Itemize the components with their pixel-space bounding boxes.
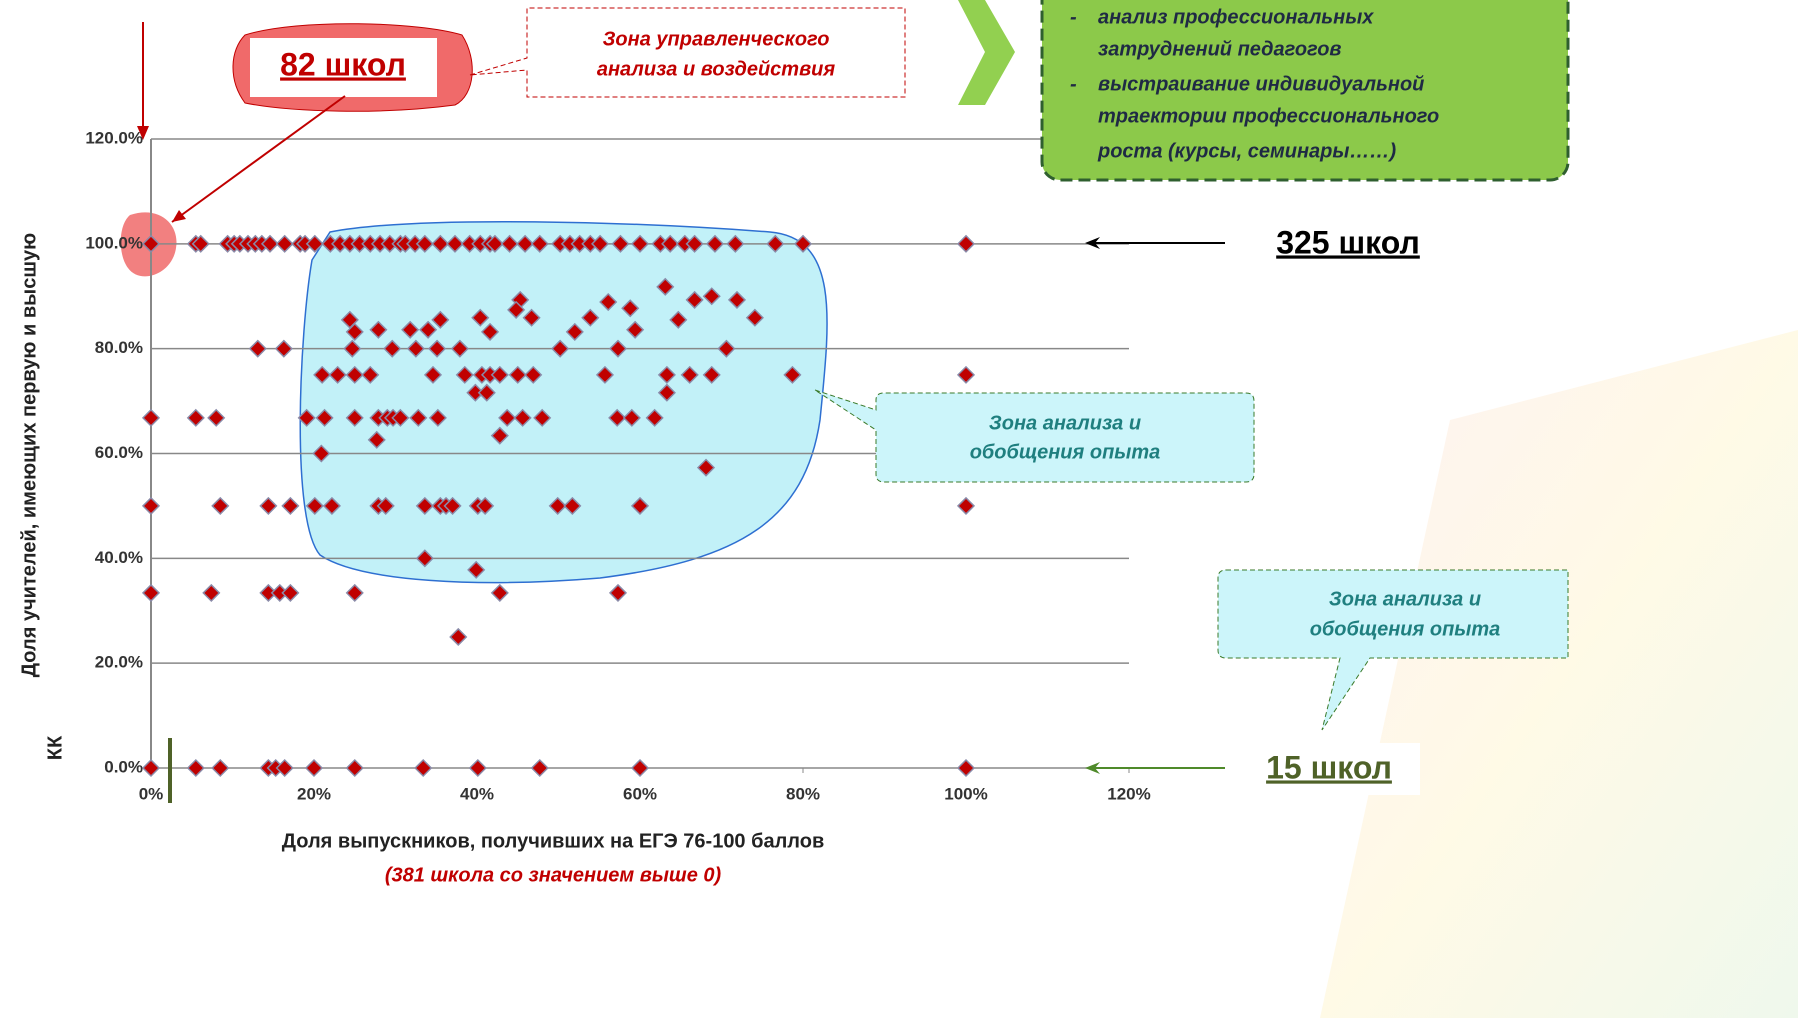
data-point	[188, 410, 204, 426]
x-tick-label: 120%	[1107, 784, 1150, 803]
chart: 0.0% 20.0% 40.0% 60.0% 80.0% 100.0% 120.0% 0% 20…	[0, 0, 1798, 1018]
arrowhead	[172, 210, 186, 222]
callout-text: Зона анализа и	[989, 412, 1141, 434]
bullet: -	[1070, 73, 1077, 95]
data-point	[188, 760, 204, 776]
data-point	[492, 585, 508, 601]
arrow	[172, 96, 345, 222]
y-axis-label: КК	[44, 735, 66, 760]
x-tick-label: 40%	[460, 784, 494, 803]
data-point	[250, 341, 266, 357]
data-point	[958, 236, 974, 252]
action-text: роста (курсы, семинары……)	[1097, 140, 1396, 162]
action-text: затруднений педагогов	[1098, 38, 1342, 60]
callout	[470, 8, 905, 97]
data-point	[282, 585, 298, 601]
callout-text: Зона анализа и	[1329, 588, 1481, 610]
data-point	[212, 760, 228, 776]
data-point	[276, 341, 292, 357]
data-point	[347, 760, 363, 776]
data-point	[450, 629, 466, 645]
y-tick-label: 120.0%	[85, 128, 143, 147]
data-point	[143, 760, 159, 776]
data-point	[958, 498, 974, 514]
x-tick-label: 20%	[297, 784, 331, 803]
data-point	[532, 760, 548, 776]
action-text: траектории профессионального	[1098, 105, 1439, 127]
callout-text: анализа и воздействия	[597, 58, 836, 80]
count-label: 15 школ	[1266, 749, 1392, 785]
callout	[815, 390, 1254, 482]
data-point	[282, 498, 298, 514]
data-point	[143, 498, 159, 514]
x-tick-label: 0%	[139, 784, 164, 803]
callout-text: обобщения опыта	[970, 441, 1161, 463]
callout-text: Зона управленческого	[603, 28, 830, 50]
data-point	[958, 760, 974, 776]
y-axis-label: Доля учителей, имеющих первую и высшую	[18, 233, 40, 677]
y-tick-label: 100.0%	[85, 233, 143, 252]
data-point	[347, 585, 363, 601]
data-point	[260, 498, 276, 514]
x-tick-label: 60%	[623, 784, 657, 803]
highlight-zone	[300, 222, 827, 583]
x-tick-label: 80%	[786, 784, 820, 803]
data-point	[143, 410, 159, 426]
subtitle: (381 школа со значением выше 0)	[385, 864, 722, 886]
data-point	[203, 585, 219, 601]
data-point	[277, 236, 293, 252]
data-point	[212, 498, 228, 514]
callout-text: обобщения опыта	[1310, 618, 1501, 640]
y-tick-label: 60.0%	[95, 443, 143, 462]
count-label: 325 школ	[1276, 224, 1420, 260]
count-label: 82 школ	[280, 46, 406, 82]
data-point	[415, 760, 431, 776]
y-tick-label: 20.0%	[95, 653, 143, 672]
chevron	[958, 0, 1015, 105]
data-point	[610, 585, 626, 601]
action-text: выстраивание индивидуальной	[1098, 73, 1424, 95]
background-decoration	[1320, 330, 1798, 1018]
y-tick-label: 80.0%	[95, 338, 143, 357]
action-text: анализ профессиональных	[1098, 6, 1374, 28]
data-point	[958, 367, 974, 383]
y-tick-label: 40.0%	[95, 548, 143, 567]
bullet: -	[1070, 6, 1077, 28]
x-tick-label: 100%	[944, 784, 987, 803]
data-point	[632, 760, 648, 776]
y-tick-label: 0.0%	[104, 757, 143, 776]
data-point	[306, 760, 322, 776]
data-point	[208, 410, 224, 426]
x-axis-label: Доля выпускников, получивших на ЕГЭ 76-1…	[282, 830, 825, 852]
data-point	[470, 760, 486, 776]
data-point	[143, 585, 159, 601]
